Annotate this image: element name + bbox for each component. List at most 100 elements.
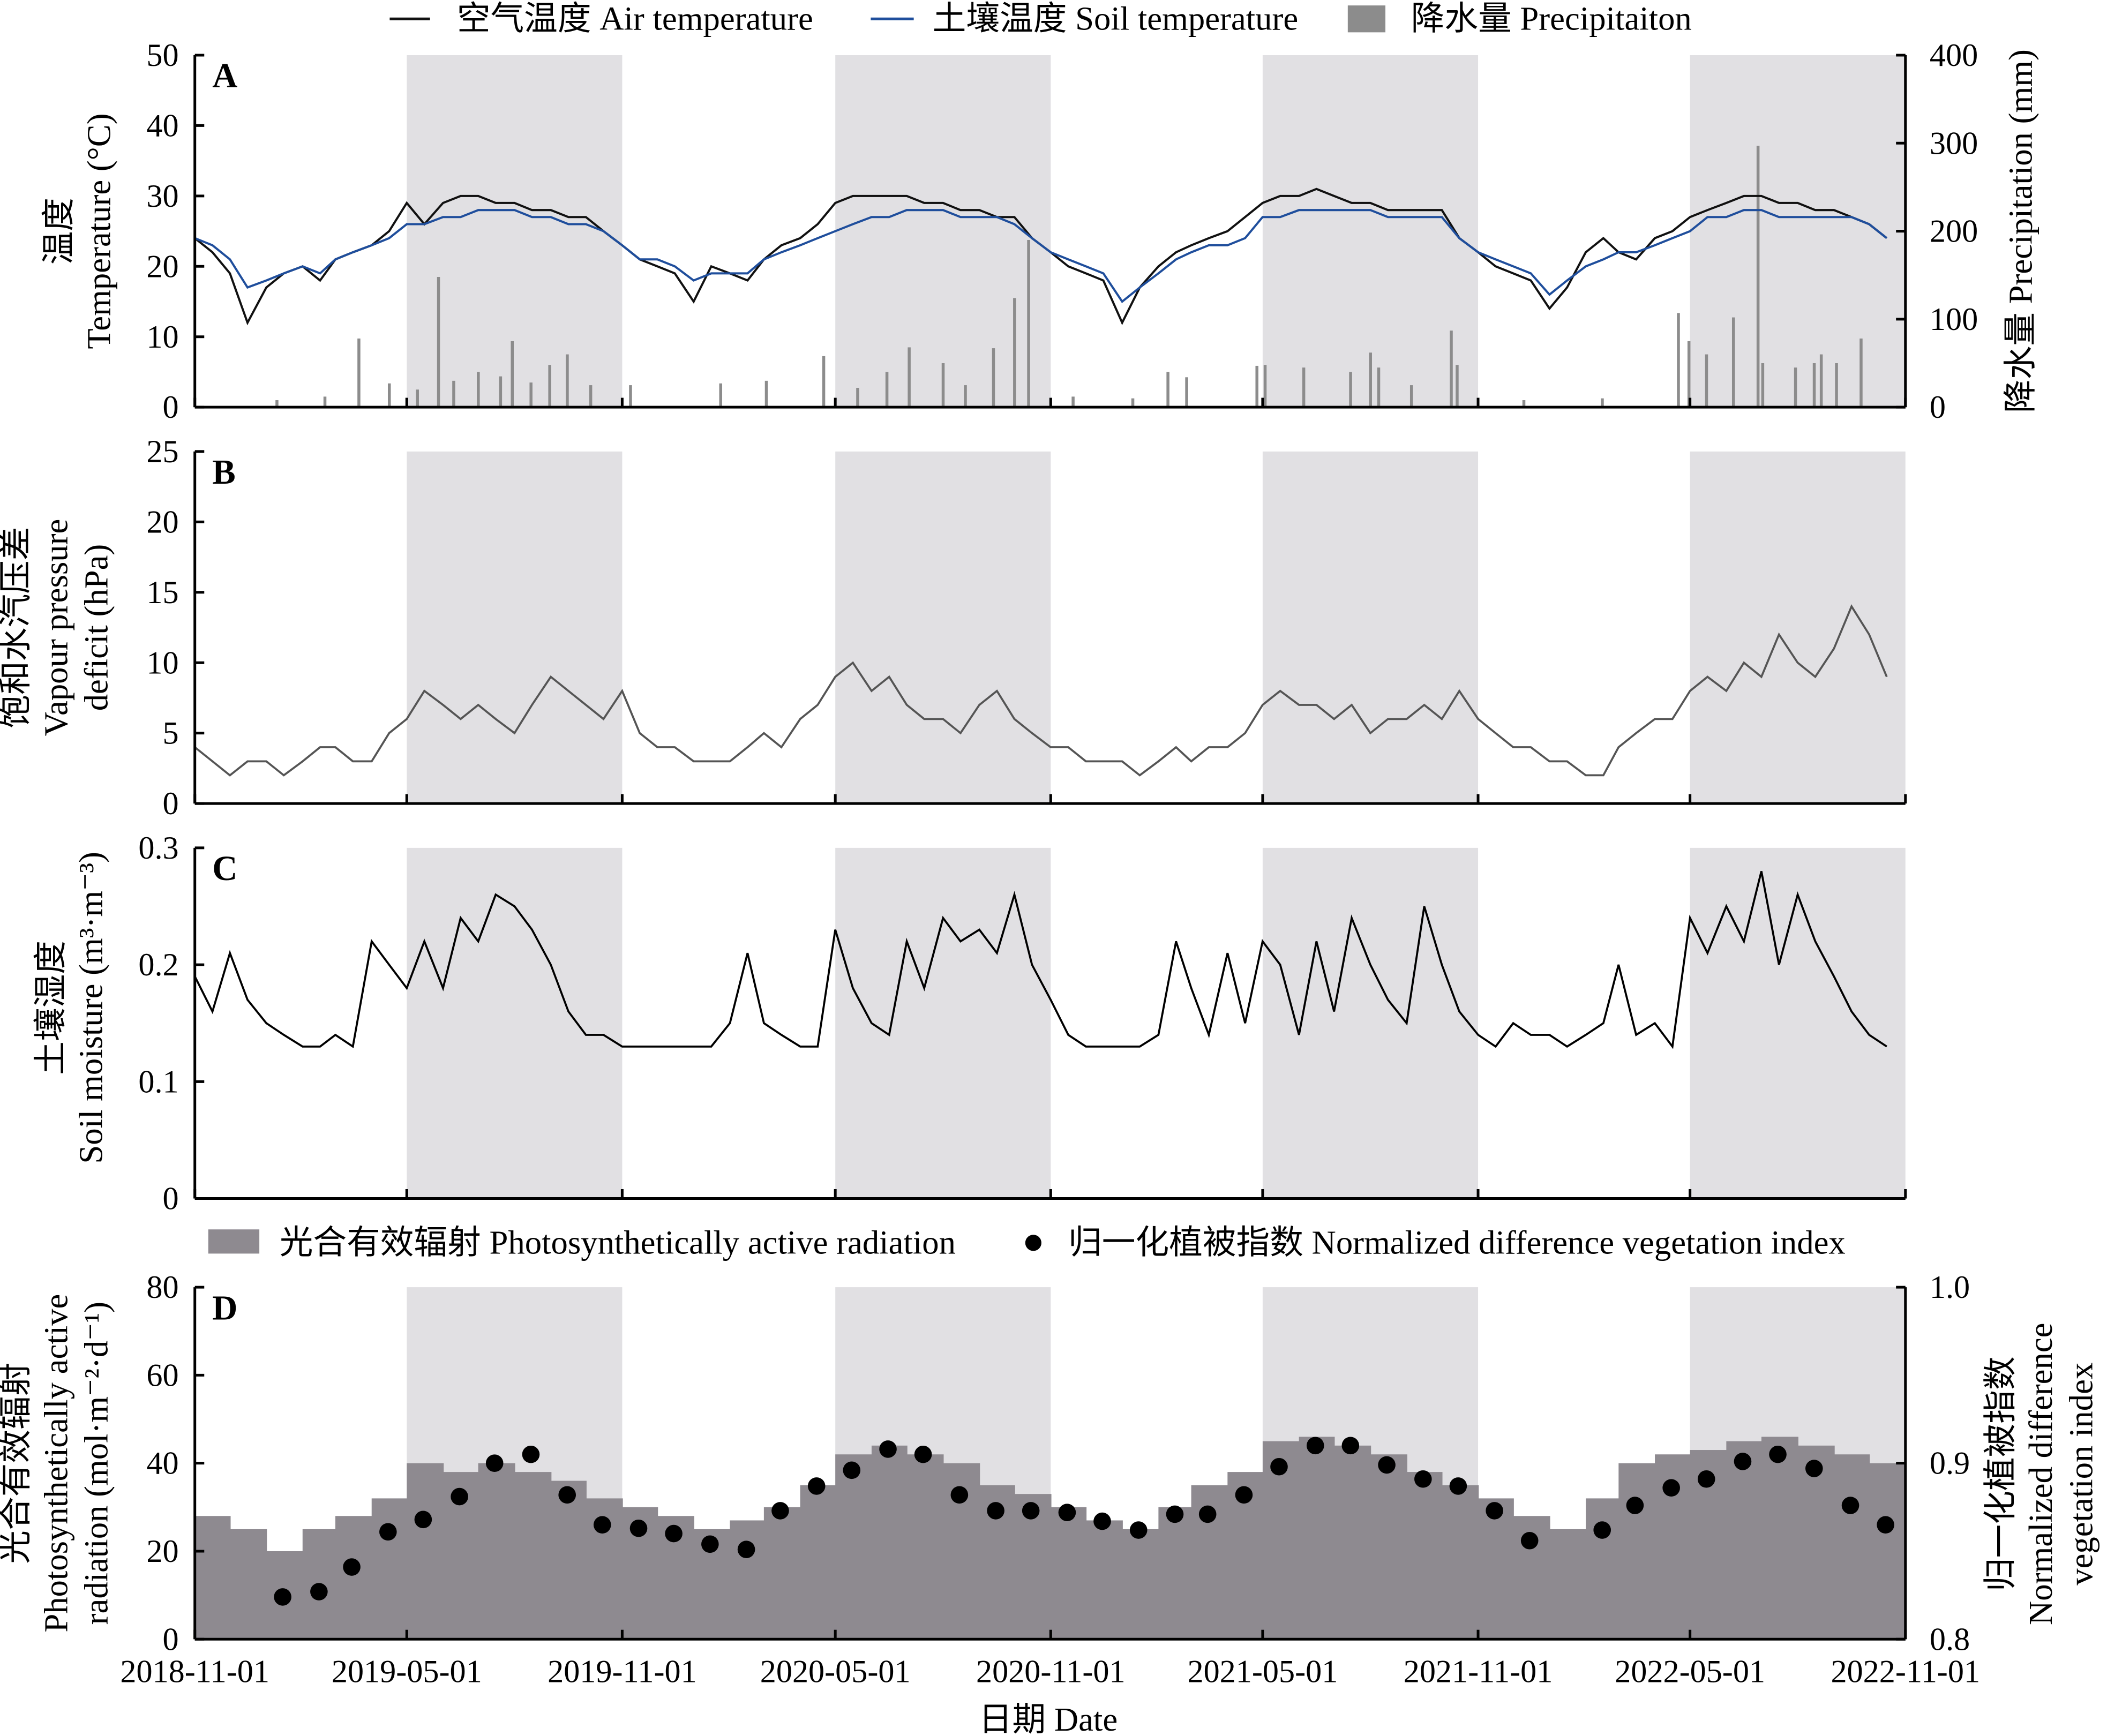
y2-label-a: 降水量 Precipitation (mm)	[2002, 49, 2039, 413]
precip-bar	[1705, 354, 1708, 408]
precip-bar	[908, 347, 911, 408]
precip-bar	[1761, 363, 1765, 408]
ndvi-point	[1341, 1437, 1360, 1455]
ndvi-point	[1270, 1457, 1288, 1476]
par-bar	[1085, 1520, 1123, 1640]
par-bar	[1761, 1437, 1798, 1640]
precip-bar	[1263, 365, 1267, 408]
par-bar	[871, 1445, 908, 1640]
precip-bar	[1687, 341, 1691, 408]
ndvi-point	[522, 1445, 540, 1463]
y-tick-label: 0	[163, 786, 179, 822]
ndvi-point	[1734, 1453, 1752, 1470]
precip-bar	[1027, 239, 1030, 408]
panel-c: 0 0.1 0.2 0.3 C	[138, 830, 1907, 1217]
ndvi-point	[1022, 1502, 1040, 1520]
growing-season-shade	[407, 55, 623, 408]
y-tick-label: 0	[163, 1181, 179, 1217]
ndvi-point	[807, 1477, 826, 1495]
par-bar	[230, 1529, 267, 1640]
y-label-c-en: Soil moisture (m³·m⁻³)	[72, 852, 110, 1164]
precip-bar	[275, 400, 279, 408]
ndvi-point	[343, 1558, 361, 1576]
precip-bar	[511, 341, 514, 408]
y-tick-label: 60	[146, 1357, 178, 1393]
precip-bar	[477, 372, 480, 408]
y-tick-label: 20	[146, 1534, 178, 1569]
y-label-b-en1: Vapour pressure	[37, 519, 74, 737]
precip-bar	[323, 396, 327, 408]
par-bar	[371, 1498, 408, 1640]
precip-bar	[1071, 396, 1075, 408]
par-bar	[1726, 1441, 1763, 1640]
precip-bar	[529, 382, 533, 408]
ndvi-point	[1198, 1505, 1217, 1523]
panel-label: B	[212, 453, 236, 492]
y-label-a-cn: 温度	[40, 198, 77, 265]
precip-bar	[1835, 363, 1838, 408]
ndvi-point	[1697, 1470, 1715, 1488]
y2-tick-label: 0.9	[1930, 1446, 1970, 1482]
par-bar	[730, 1520, 765, 1640]
ndvi-point	[1877, 1516, 1894, 1534]
growing-season-shade	[407, 847, 623, 1199]
par-bar	[1442, 1485, 1479, 1640]
par-bar	[1478, 1498, 1514, 1640]
ndvi-point	[1593, 1521, 1611, 1539]
panel-label: A	[212, 57, 237, 95]
par-bar	[906, 1454, 944, 1640]
y-label-b-cn: 饱和水汽压差	[0, 527, 34, 728]
precip-bar	[437, 277, 440, 408]
ndvi-point	[879, 1440, 897, 1458]
growing-season-shade	[835, 55, 1051, 408]
y2-tick-label: 100	[1930, 302, 1978, 337]
y-label-b-en2: deficit (hPa)	[78, 544, 115, 711]
precip-bar	[856, 388, 859, 408]
y-tick-label: 0	[163, 1621, 179, 1657]
y2-tick-label: 0.8	[1930, 1621, 1970, 1657]
par-bar	[478, 1463, 515, 1640]
x-tick-label: 2020-05-01	[760, 1654, 911, 1690]
legend-ndvi-label: 归一化植被指数 Normalized difference vegetation…	[1068, 1223, 1846, 1261]
par-bar	[1549, 1529, 1587, 1640]
ndvi-point	[629, 1519, 648, 1537]
par-bar	[407, 1463, 444, 1640]
par-bar	[335, 1516, 372, 1640]
precip-bar	[1819, 354, 1823, 408]
ndvi-point	[1166, 1505, 1184, 1523]
y2-label-d-cn: 归一化植被指数	[1982, 1356, 2019, 1591]
growing-season-shade	[1262, 55, 1479, 408]
y-label-c-cn: 土壤湿度	[32, 941, 69, 1075]
precip-bar	[566, 354, 569, 408]
par-bar	[1797, 1445, 1835, 1640]
legend-top: 空气温度 Air temperature 土壤温度 Soil temperatu…	[389, 0, 1692, 37]
y-tick-label: 10	[146, 645, 178, 681]
precip-bar	[1302, 367, 1306, 408]
ndvi-point	[414, 1510, 432, 1529]
ndvi-point	[1129, 1521, 1148, 1539]
y-label-d-en1: Photosynthetically active	[37, 1294, 74, 1633]
precip-bar	[1456, 365, 1459, 408]
legend-par-label: 光合有效辐射 Photosynthetically active radiati…	[280, 1223, 956, 1261]
ndvi-point	[1414, 1470, 1432, 1488]
x-tick-label: 2022-11-01	[1831, 1654, 1980, 1690]
precip-bar	[1185, 377, 1188, 408]
precip-bar	[1522, 400, 1526, 408]
par-bar	[1158, 1507, 1192, 1640]
x-axis-label: 日期 Date	[979, 1701, 1118, 1736]
y-tick-label: 50	[146, 37, 178, 73]
ndvi-point	[701, 1535, 719, 1553]
y-tick-label: 40	[146, 108, 178, 144]
panel-label: D	[212, 1289, 237, 1327]
precip-bar	[499, 376, 503, 408]
ndvi-point	[1769, 1445, 1787, 1463]
legend-soil-label: 土壤温度 Soil temperature	[933, 0, 1298, 37]
ndvi-point	[1841, 1497, 1859, 1514]
y-tick-label: 10	[146, 319, 178, 355]
precip-bar	[452, 380, 455, 408]
precip-bar	[1677, 313, 1680, 408]
precip-bar	[1131, 398, 1135, 408]
x-tick-label: 2019-11-01	[548, 1654, 697, 1690]
y-label-c: 土壤湿度 Soil moisture (m³·m⁻³)	[32, 852, 109, 1164]
